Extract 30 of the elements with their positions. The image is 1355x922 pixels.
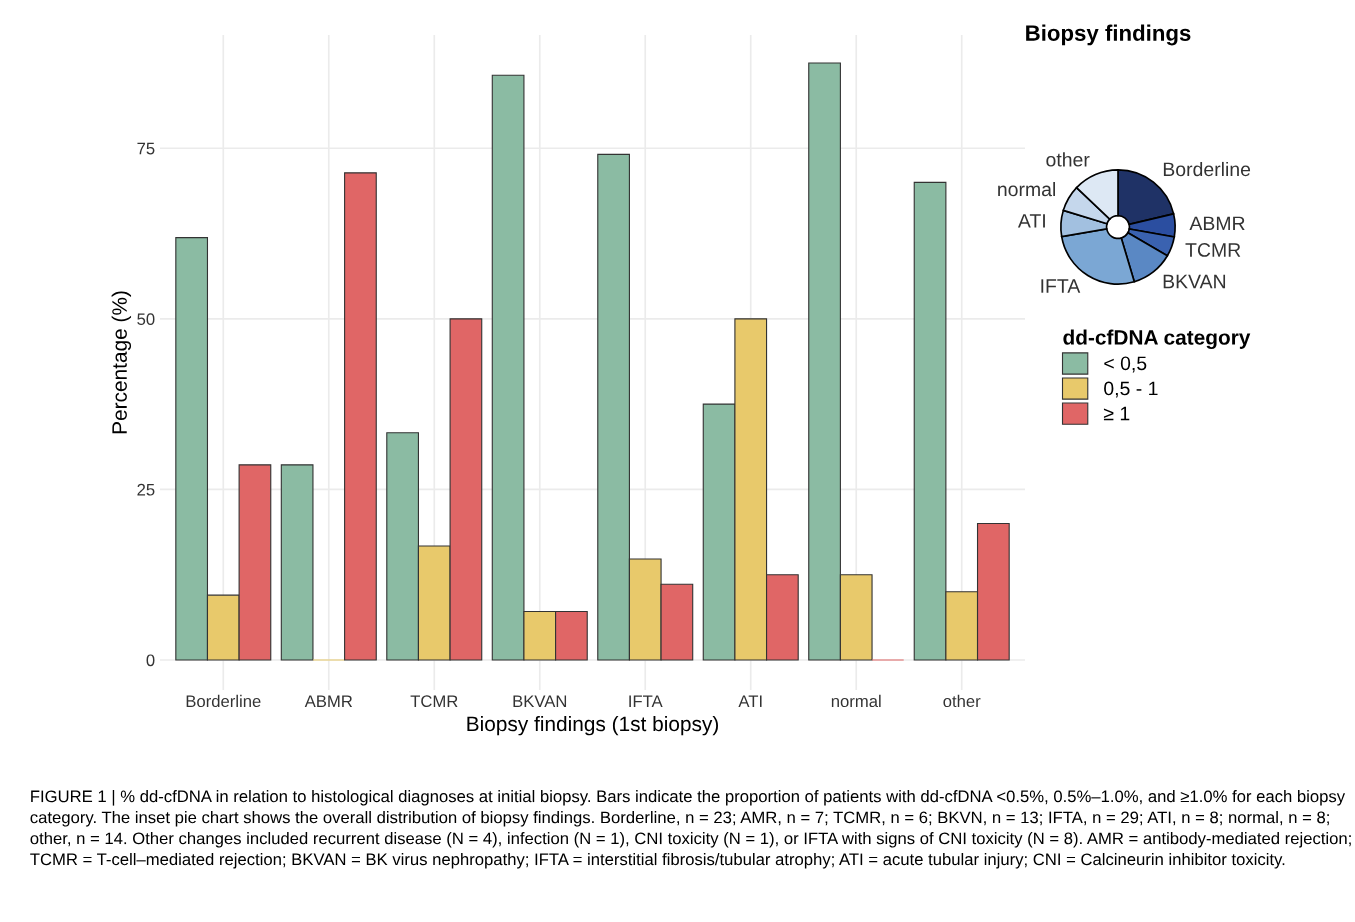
y-tick-label: 25 (137, 483, 155, 496)
legend-label: ≥ 1 (1103, 406, 1130, 421)
y-tick-label: 50 (137, 313, 155, 326)
slice-label: ATI (1017, 214, 1045, 228)
y-axis-title: Percentage (%) (111, 291, 132, 434)
slice-label: normal (998, 181, 1055, 197)
x-tick-label: normal (831, 694, 881, 708)
x-tick-label: IFTA (629, 695, 663, 707)
x-axis-title: Biopsy findings (1st biopsy) (467, 715, 719, 736)
y-tick-label: 0 (146, 654, 155, 667)
caption: FIGURE 1 | % dd-cfDNA in relation to histological diagnoses at initial biopsy. Bars indicate the proportion of patients with dd-cfDNA <0.5%, 0.5%–1.0%, and ≥1.0% for each biopsy category. The inset pie chart shows the overall distribution of biopsy findings. Borderline, n = 23; AMR, n = 7; TCMR, n = 6; BKVN, n = 13; IFTA, n = 29; ATI, n = 8; normal, n = 8; other, n = 14. Other changes included recurrent disease (N = 4), infection (N = 1), CNI toxicity (N = 1), or IFTA with signs of CNI toxicity (N = 8). AMR = antibody-mediated rejection; TCMR = T-cell–mediated rejection; BKVAN = BK virus nephropathy; IFTA = interstitial fibrosis/tubular atrophy; ATI = acute tubular injury; CNI = Calcineurin inhibitor toxicity. (30, 790, 1351, 869)
x-tick-label: ATI (738, 695, 762, 707)
chart-title: Biopsy findings (1026, 24, 1191, 46)
slice-label: IFTA (1041, 279, 1081, 293)
x-tick-label: Borderline (186, 694, 261, 708)
y-tick-label: 75 (137, 142, 155, 155)
bar (344, 172, 377, 661)
slice-label: ABMR (1189, 216, 1245, 231)
slice-label: other (1046, 152, 1090, 167)
bar (280, 464, 314, 661)
legend-title: dd-cfDNA category (1063, 329, 1251, 350)
x-tick-label: other (943, 694, 981, 708)
slice-label: BKVAN (1163, 274, 1226, 289)
x-tick-label: TCMR (410, 695, 458, 708)
legend-label: 0,5 - 1 (1104, 381, 1158, 398)
x-tick-label: ABMR (304, 695, 353, 707)
x-tick-label: BKVAN (513, 695, 567, 707)
legend-label: < 0,5 (1104, 356, 1147, 373)
slice-label: TCMR (1185, 243, 1241, 257)
slice-label: Borderline (1163, 161, 1251, 177)
